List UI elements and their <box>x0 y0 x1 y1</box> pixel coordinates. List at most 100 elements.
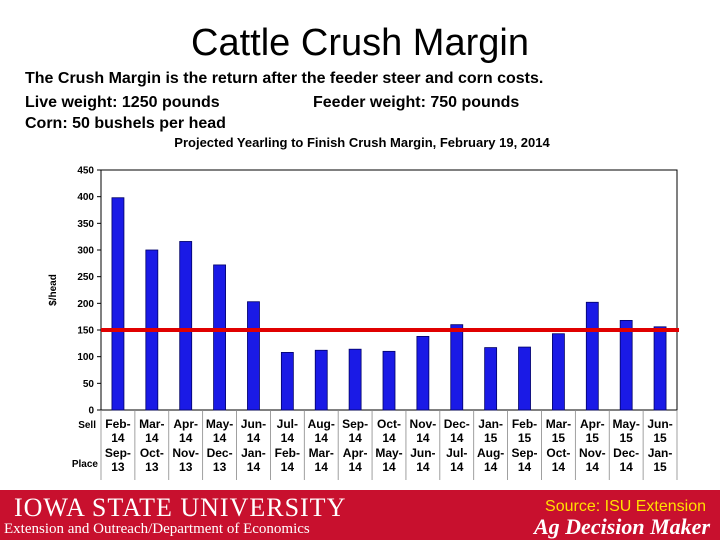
place-label-month: Jan- <box>648 446 673 460</box>
sell-label-month: Mar- <box>139 417 164 431</box>
sell-label-year: 14 <box>450 431 464 445</box>
bar <box>653 326 667 411</box>
sell-label-year: 15 <box>484 431 498 445</box>
description-feeder-weight: Feeder weight: 750 pounds <box>313 94 520 111</box>
sell-label-month: Jun- <box>241 417 266 431</box>
sell-label-year: 14 <box>315 431 329 445</box>
place-label-year: 15 <box>653 460 667 474</box>
y-tick-label: 200 <box>77 299 94 310</box>
place-label-month: Apr- <box>343 446 368 460</box>
sell-label-month: Sep- <box>342 417 368 431</box>
place-label-year: 13 <box>213 460 227 474</box>
bar <box>247 301 260 411</box>
place-label-year: 14 <box>247 460 261 474</box>
place-label-year: 13 <box>145 460 159 474</box>
sell-label-year: 14 <box>416 431 430 445</box>
sell-label-year: 14 <box>111 431 125 445</box>
place-label-year: 14 <box>382 460 396 474</box>
sell-label-month: Jul- <box>277 417 298 431</box>
y-tick-label: 100 <box>77 352 94 363</box>
bar <box>450 324 464 411</box>
y-tick-label: 0 <box>88 406 94 417</box>
place-label-month: Oct- <box>546 446 570 460</box>
y-tick-label: 350 <box>77 219 94 230</box>
bar <box>484 347 498 411</box>
sell-label-month: Oct- <box>377 417 401 431</box>
place-label-year: 13 <box>111 460 125 474</box>
sell-label-year: 15 <box>653 431 667 445</box>
place-label-month: Dec- <box>613 446 639 460</box>
place-label-month: Nov- <box>172 446 199 460</box>
place-label-month: Feb- <box>275 446 300 460</box>
place-label-month: Jun- <box>410 446 435 460</box>
y-tick-label: 250 <box>77 272 94 283</box>
place-label-month: May- <box>375 446 402 460</box>
bar <box>619 319 633 411</box>
place-label-month: Oct- <box>140 446 164 460</box>
place-label-month: Jan- <box>241 446 266 460</box>
bar <box>552 333 565 411</box>
place-label-month: Aug- <box>477 446 504 460</box>
place-label-year: 14 <box>416 460 430 474</box>
sell-label-year: 15 <box>586 431 600 445</box>
sell-label-month: Feb- <box>105 417 130 431</box>
place-label-year: 14 <box>450 460 464 474</box>
sell-label-month: May- <box>613 417 640 431</box>
description-live-weight: Live weight: 1250 pounds <box>25 94 220 111</box>
bar <box>280 351 294 411</box>
place-label-year: 14 <box>619 460 633 474</box>
place-label-month: Jul- <box>446 446 467 460</box>
bar <box>585 301 599 411</box>
ag-decision-maker-logo: Ag Decision Maker <box>534 514 710 539</box>
sell-label-month: May- <box>206 417 233 431</box>
sell-label-year: 15 <box>552 431 566 445</box>
sell-label-year: 14 <box>145 431 159 445</box>
sell-label-year: 14 <box>179 431 193 445</box>
bar <box>179 241 193 411</box>
y-axis-label: $/head <box>48 274 59 306</box>
sell-label-month: Mar- <box>546 417 571 431</box>
place-label-month: Sep- <box>512 446 538 460</box>
sell-label-month: Aug- <box>308 417 335 431</box>
bar <box>518 346 531 411</box>
sell-label-month: Apr- <box>173 417 198 431</box>
y-tick-label: 150 <box>77 326 94 337</box>
place-label-month: Sep- <box>105 446 131 460</box>
y-tick-label: 300 <box>77 246 94 257</box>
chart-title: Projected Yearling to Finish Crush Margi… <box>174 135 550 150</box>
sell-label-year: 14 <box>247 431 261 445</box>
y-tick-label: 400 <box>77 192 94 203</box>
place-label-year: 14 <box>348 460 362 474</box>
sell-label-year: 14 <box>281 431 295 445</box>
university-logo: IOWA STATE UNIVERSITY <box>14 493 347 522</box>
place-label-year: 13 <box>179 460 193 474</box>
crush-margin-chart: Projected Yearling to Finish Crush Margi… <box>48 135 679 480</box>
place-label-month: Mar- <box>309 446 334 460</box>
bar <box>111 197 125 411</box>
place-label-month: Nov- <box>579 446 606 460</box>
y-tick-label: 50 <box>83 379 95 390</box>
sell-label-month: Jun- <box>647 417 672 431</box>
place-label-month: Dec- <box>207 446 233 460</box>
sell-label-month: Jan- <box>478 417 503 431</box>
place-label-year: 14 <box>315 460 329 474</box>
place-label-year: 14 <box>552 460 566 474</box>
place-row-label: Place <box>72 459 99 470</box>
bar <box>348 348 362 411</box>
sell-label-month: Dec- <box>444 417 470 431</box>
place-label-year: 14 <box>281 460 295 474</box>
bar <box>213 264 226 411</box>
sell-label-year: 14 <box>348 431 362 445</box>
department-text: Extension and Outreach/Department of Eco… <box>4 521 310 537</box>
bar <box>314 349 328 411</box>
sell-label-year: 15 <box>518 431 532 445</box>
sell-label-month: Apr- <box>580 417 605 431</box>
slide-title: Cattle Crush Margin <box>191 22 529 64</box>
footer-bar: IOWA STATE UNIVERSITY Extension and Outr… <box>0 490 720 540</box>
description-line-1: The Crush Margin is the return after the… <box>25 70 544 87</box>
place-label-year: 14 <box>484 460 498 474</box>
bar <box>416 335 430 411</box>
sell-label-year: 14 <box>382 431 396 445</box>
sell-row-label: Sell <box>78 420 96 431</box>
bar <box>382 350 396 411</box>
